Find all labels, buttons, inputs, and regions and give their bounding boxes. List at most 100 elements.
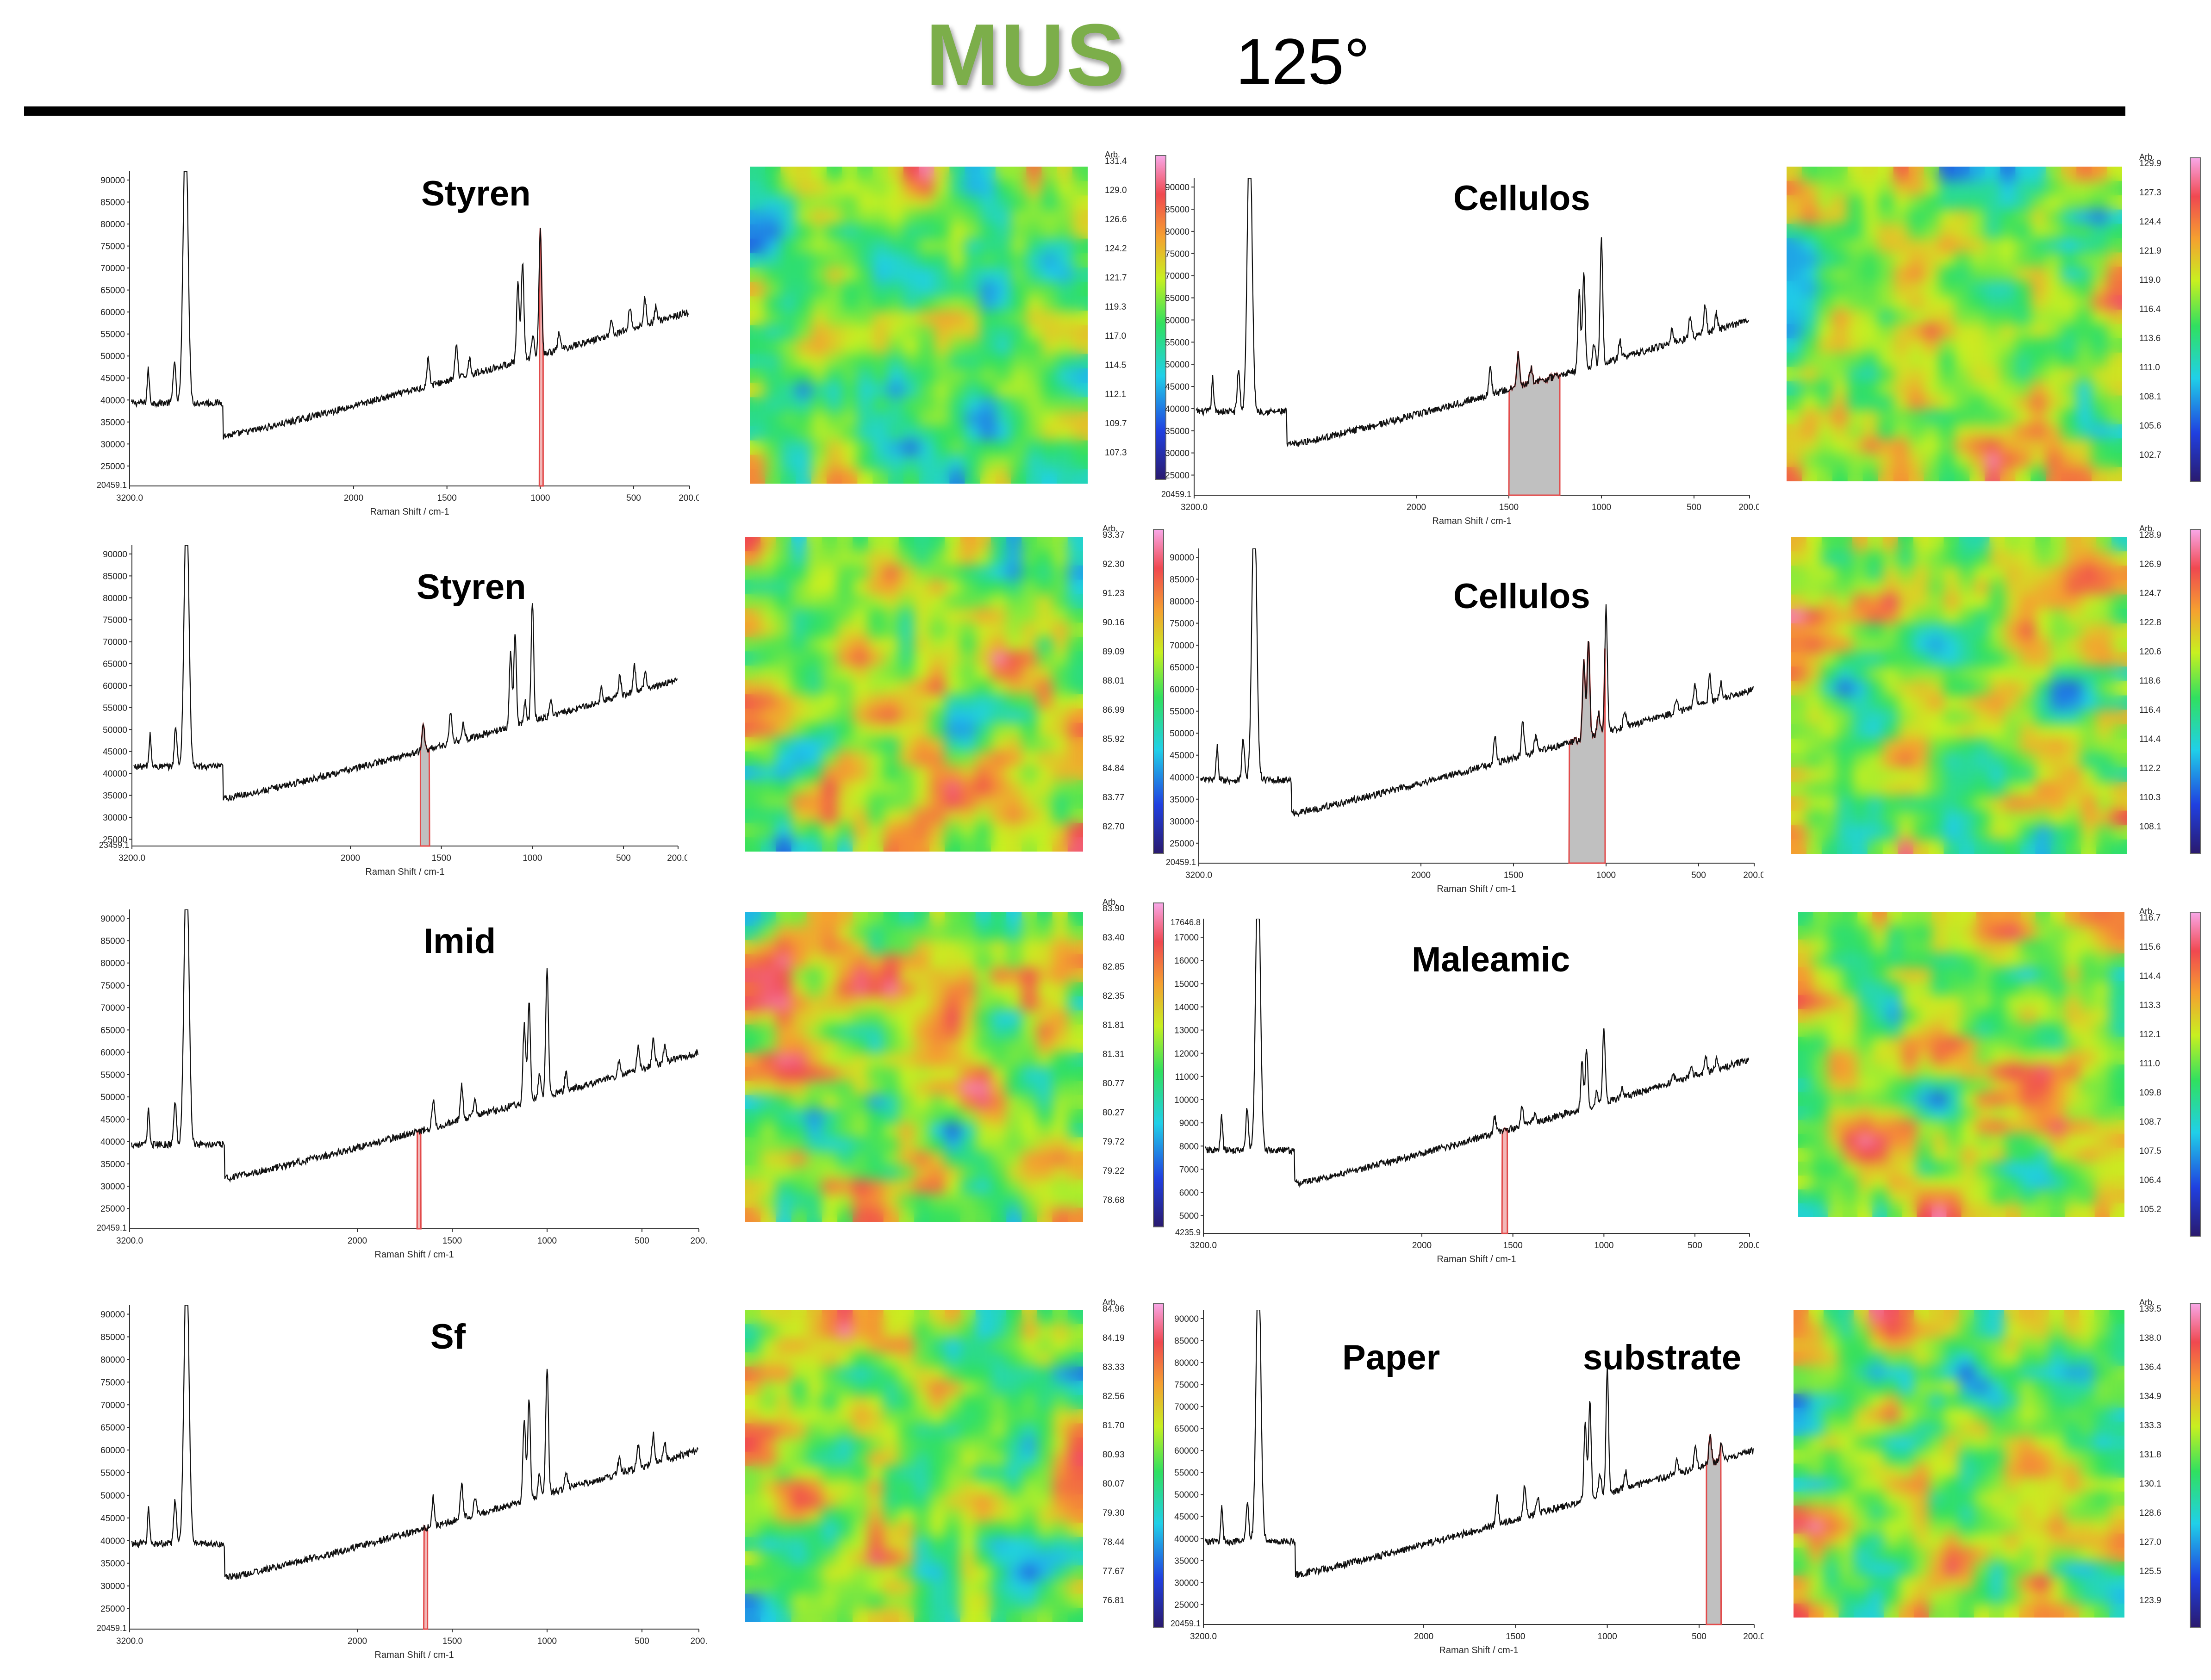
x-tick-label: 200.0 <box>1738 1241 1759 1251</box>
y-tick-label: 6000 <box>1179 1188 1199 1198</box>
color-bar-tick-label: 110.3 <box>2139 793 2161 803</box>
y-tick-label: 45000 <box>100 1115 125 1125</box>
y-tick-label: 16000 <box>1174 956 1199 966</box>
y-tick-label: 80000 <box>1174 1358 1199 1368</box>
x-tick-label: 3200.0 <box>116 1236 143 1246</box>
y-tick-label: 85000 <box>100 1332 125 1342</box>
y-tick-label: 55000 <box>1165 338 1190 348</box>
y-min-label: 20459.1 <box>1171 1619 1201 1628</box>
y-tick-label: 50000 <box>100 1093 125 1102</box>
x-tick-label: 1500 <box>432 853 451 863</box>
y-tick-label: 60000 <box>1165 316 1190 325</box>
y-tick-label: 50000 <box>1170 729 1194 739</box>
spectrum-chart-styren-2: 90000 85000 80000 75000 70000 65000 60000 55000… <box>99 545 687 877</box>
x-axis-label: Raman Shift / cm-1 <box>374 1650 454 1660</box>
x-tick-label: 1000 <box>1598 1632 1617 1642</box>
color-bar-tick-label: 124.4 <box>2139 217 2161 227</box>
angle-label: 125° <box>1236 25 1370 98</box>
color-bar-tick-label: 83.77 <box>1102 793 1125 803</box>
x-tick-label: 3200.0 <box>116 493 143 503</box>
spectrum-chart-imid: 90000 85000 80000 75000 70000 65000 60000 55000… <box>97 909 707 1260</box>
x-tick-label: 3200.0 <box>1190 1632 1217 1642</box>
y-tick-label: 45000 <box>103 747 127 757</box>
x-tick-label: 500 <box>1691 871 1706 880</box>
spectrum-title-2: substrate <box>1583 1338 1742 1377</box>
color-bar-tick-label: 128.9 <box>2139 530 2161 540</box>
y-tick-label: 90000 <box>100 914 125 924</box>
y-tick-label: 60000 <box>100 1446 125 1456</box>
color-bar-tick-label: 83.90 <box>1102 904 1125 914</box>
color-bar-tick-label: 109.8 <box>2139 1088 2161 1098</box>
y-tick-label: 25000 <box>100 462 125 472</box>
x-tick-label: 2000 <box>341 853 360 863</box>
y-tick-label: 55000 <box>1174 1468 1199 1478</box>
spectrum-title: Paper <box>1342 1338 1440 1377</box>
y-tick-label: 80000 <box>100 220 125 230</box>
color-bar-tick-label: 90.16 <box>1102 618 1125 628</box>
color-bar-tick-label: 111.0 <box>2139 363 2160 373</box>
color-bar-tick-label: 113.6 <box>2139 334 2161 343</box>
spectrum-title: Styren <box>421 174 531 213</box>
y-tick-label: 70000 <box>1165 272 1190 281</box>
y-tick-label: 80000 <box>103 594 127 604</box>
color-bar-tick-label: 117.0 <box>1105 331 1126 341</box>
x-tick-label: 500 <box>1687 503 1701 512</box>
y-min-label: 23459.1 <box>99 840 129 850</box>
color-bar-tick-label: 129.0 <box>1105 186 1127 195</box>
y-tick-label: 14000 <box>1174 1003 1199 1013</box>
color-bar-tick-label: 106.4 <box>2139 1176 2161 1185</box>
y-tick-label: 90000 <box>1170 553 1194 563</box>
y-min-label: 20459.1 <box>97 1223 127 1232</box>
y-tick-label: 50000 <box>100 352 125 361</box>
plot-axes <box>129 171 690 486</box>
raman-map-sf <box>745 1310 1083 1622</box>
y-tick-label: 30000 <box>1165 449 1190 459</box>
x-tick-label: 2000 <box>1407 503 1426 512</box>
integration-band <box>1501 1127 1508 1234</box>
color-bar-gradient <box>2190 1303 2201 1628</box>
y-tick-label: 13000 <box>1174 1026 1199 1036</box>
x-tick-label: 1000 <box>1596 871 1616 880</box>
y-tick-label: 15000 <box>1174 979 1199 989</box>
x-tick-label: 1500 <box>1499 503 1519 512</box>
x-tick-label: 500 <box>1692 1632 1707 1642</box>
color-bar-tick-label: 82.35 <box>1102 991 1125 1001</box>
color-bar-tick-label: 114.4 <box>2139 971 2161 981</box>
color-bar-tick-label: 107.3 <box>1105 448 1127 458</box>
x-tick-label: 200.0 <box>679 493 699 503</box>
color-bar-unit: Arb. <box>2139 524 2155 533</box>
color-bar-tick-label: 119.0 <box>2139 275 2161 285</box>
y-tick-label: 50000 <box>1174 1490 1199 1500</box>
color-bar-tick-label: 86.99 <box>1102 705 1125 715</box>
color-bar-unit: Arb. <box>2139 907 2155 916</box>
color-bar-tick-label: 112.1 <box>1105 390 1126 399</box>
x-tick-label: 500 <box>635 1636 649 1646</box>
y-tick-label: 65000 <box>100 1026 125 1035</box>
raman-map-maleamic <box>1798 912 2124 1217</box>
color-bar-tick-label: 114.4 <box>2139 734 2161 744</box>
color-bar-tick-label: 121.9 <box>2139 246 2161 256</box>
color-bar-tick-label: 88.01 <box>1102 676 1125 686</box>
x-axis-label: Raman Shift / cm-1 <box>1432 516 1511 526</box>
y-tick-label: 25000 <box>103 835 127 845</box>
y-tick-label: 90000 <box>103 550 127 560</box>
spectrum-title: Cellulos <box>1453 179 1590 218</box>
spectrum-title: Imid <box>424 921 496 961</box>
color-bar-tick-label: 78.44 <box>1102 1537 1125 1547</box>
y-tick-label: 75000 <box>100 981 125 991</box>
y-tick-label: 80000 <box>1165 227 1190 237</box>
spectrum-line <box>133 545 678 802</box>
y-tick-label: 5000 <box>1179 1212 1199 1221</box>
y-tick-label: 10000 <box>1174 1095 1199 1105</box>
y-tick-label: 30000 <box>1170 817 1194 827</box>
spectrum-line <box>1200 548 1754 817</box>
color-bar-tick-label: 127.0 <box>2139 1537 2161 1547</box>
color-bar-tick-label: 131.4 <box>1105 156 1127 166</box>
y-tick-label: 45000 <box>100 374 125 384</box>
y-tick-label: 25000 <box>1170 839 1194 849</box>
color-bar-tick-label: 78.68 <box>1102 1195 1125 1205</box>
color-bar-tick-label: 89.09 <box>1102 647 1125 657</box>
y-tick-label: 75000 <box>1170 619 1194 629</box>
y-tick-label: 70000 <box>100 264 125 274</box>
color-bar-tick-label: 81.70 <box>1102 1421 1125 1431</box>
